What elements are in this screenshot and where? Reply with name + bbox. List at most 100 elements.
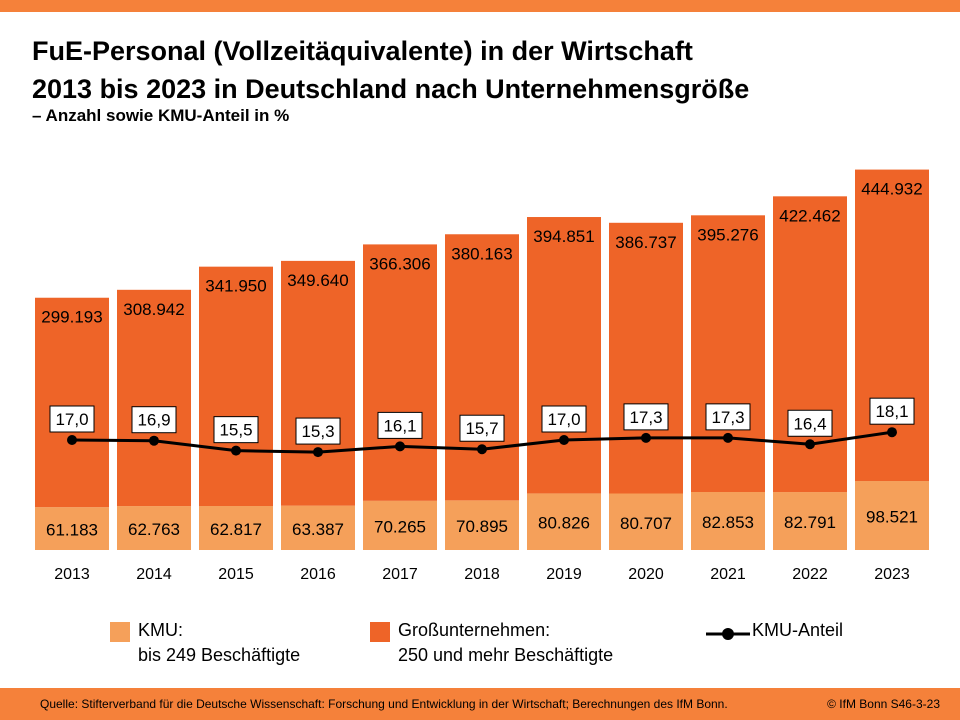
x-tick-label: 2013	[54, 566, 90, 583]
x-tick-label: 2020	[628, 566, 664, 583]
line-label-box	[131, 406, 177, 434]
line-point	[723, 432, 733, 443]
data-label-kmu: 80.707	[620, 514, 672, 533]
bar-kmu	[855, 481, 929, 550]
line-point	[149, 435, 159, 446]
data-label-grossunternehmen: 395.276	[697, 225, 758, 244]
line-point	[641, 432, 651, 443]
copyright: © IfM Bonn S46-3-23	[827, 697, 940, 711]
legend-swatch-gu	[370, 622, 390, 642]
line-label-box	[787, 409, 833, 437]
line-point	[805, 439, 815, 450]
line-data-label: 17,0	[55, 410, 88, 429]
bar-kmu	[445, 500, 519, 550]
line-label-box	[49, 405, 95, 433]
bar-grossunternehmen	[35, 297, 109, 508]
data-label-grossunternehmen: 386.737	[615, 233, 676, 252]
data-label-kmu: 61.183	[46, 521, 98, 540]
line-label-box	[541, 405, 587, 433]
legend-label: KMU-Anteil	[752, 620, 844, 640]
data-label-kmu: 62.763	[128, 520, 180, 539]
data-label-grossunternehmen: 444.932	[861, 180, 922, 199]
legend-kmu: KMU: bis 249 Beschäftigte	[110, 618, 300, 668]
data-label-grossunternehmen: 341.950	[205, 277, 266, 296]
line-point	[67, 435, 77, 445]
data-label-kmu: 80.826	[538, 514, 590, 533]
title-line-2: 2013 bis 2023 in Deutschland nach Untern…	[32, 74, 750, 104]
legend-share: KMU-Anteil	[706, 618, 843, 643]
data-label-grossunternehmen: 349.640	[287, 271, 348, 290]
legend-label: Großunternehmen:	[398, 620, 551, 640]
line-data-label: 16,9	[137, 411, 170, 430]
data-label-kmu: 63.387	[292, 520, 344, 539]
data-label-grossunternehmen: 394.851	[533, 227, 594, 246]
top-accent-bar	[0, 0, 960, 12]
line-label-box	[705, 403, 751, 431]
chart-title: FuE-Personal (Vollzeitäquivalente) in de…	[32, 32, 749, 108]
line-point	[313, 447, 323, 458]
line-point	[395, 441, 405, 452]
line-point	[887, 427, 897, 438]
bar-kmu	[199, 506, 273, 550]
bar-grossunternehmen	[117, 289, 191, 507]
data-label-kmu: 62.817	[210, 520, 262, 539]
line-data-label: 15,3	[301, 422, 334, 441]
x-tick-label: 2016	[300, 566, 336, 583]
data-label-kmu: 82.791	[784, 513, 836, 532]
legend-line-marker-icon	[706, 628, 750, 640]
line-data-label: 15,7	[465, 419, 498, 438]
line-label-box	[213, 416, 259, 444]
data-label-grossunternehmen: 299.193	[41, 308, 102, 327]
bar-grossunternehmen	[363, 244, 437, 501]
line-label-box	[377, 411, 423, 439]
legend-label: 250 und mehr Beschäftigte	[398, 645, 614, 665]
data-label-kmu: 82.853	[702, 513, 754, 532]
bar-kmu	[363, 500, 437, 550]
x-tick-label: 2014	[136, 566, 172, 583]
bar-grossunternehmen	[609, 222, 683, 494]
x-tick-label: 2015	[218, 566, 254, 583]
line-point	[231, 445, 241, 456]
line-label-box	[295, 417, 341, 445]
data-label-grossunternehmen: 422.462	[779, 206, 840, 225]
bar-grossunternehmen	[527, 217, 601, 494]
data-label-grossunternehmen: 380.163	[451, 244, 512, 263]
bar-grossunternehmen	[281, 260, 355, 506]
footer: Quelle: Stifterverband für die Deutsche …	[0, 688, 960, 720]
bar-kmu	[117, 506, 191, 550]
bar-grossunternehmen	[199, 266, 273, 507]
bar-kmu	[609, 493, 683, 550]
bar-kmu	[691, 492, 765, 550]
title-line-1: FuE-Personal (Vollzeitäquivalente) in de…	[32, 36, 693, 66]
line-point	[559, 435, 569, 445]
bar-kmu	[35, 507, 109, 550]
bar-grossunternehmen	[691, 215, 765, 493]
x-tick-label: 2021	[710, 566, 746, 583]
x-tick-label: 2019	[546, 566, 582, 583]
line-data-label: 15,5	[219, 421, 252, 440]
bar-kmu	[527, 493, 601, 550]
source-note: Quelle: Stifterverband für die Deutsche …	[40, 697, 728, 711]
data-label-kmu: 98.521	[866, 508, 918, 527]
line-label-box	[459, 414, 505, 442]
line-point	[477, 444, 487, 455]
line-data-label: 17,3	[711, 408, 744, 427]
data-label-grossunternehmen: 308.942	[123, 300, 184, 319]
bar-grossunternehmen	[445, 234, 519, 501]
data-label-kmu: 70.265	[374, 517, 426, 536]
data-label-kmu: 70.895	[456, 517, 508, 536]
legend-gu: Großunternehmen: 250 und mehr Beschäftig…	[370, 618, 613, 668]
line-label-box	[869, 397, 915, 425]
line-data-label: 18,1	[875, 402, 908, 421]
legend-label: KMU:	[138, 620, 183, 640]
line-data-label: 17,3	[629, 408, 662, 427]
x-tick-label: 2022	[792, 566, 828, 583]
line-data-label: 16,1	[383, 416, 416, 435]
legend-label: bis 249 Beschäftigte	[138, 645, 301, 665]
line-data-label: 17,0	[547, 410, 580, 429]
chart-subtitle: – Anzahl sowie KMU-Anteil in %	[32, 106, 290, 125]
line-data-label: 16,4	[793, 414, 826, 433]
bar-kmu	[773, 492, 847, 550]
x-tick-label: 2017	[382, 566, 418, 583]
